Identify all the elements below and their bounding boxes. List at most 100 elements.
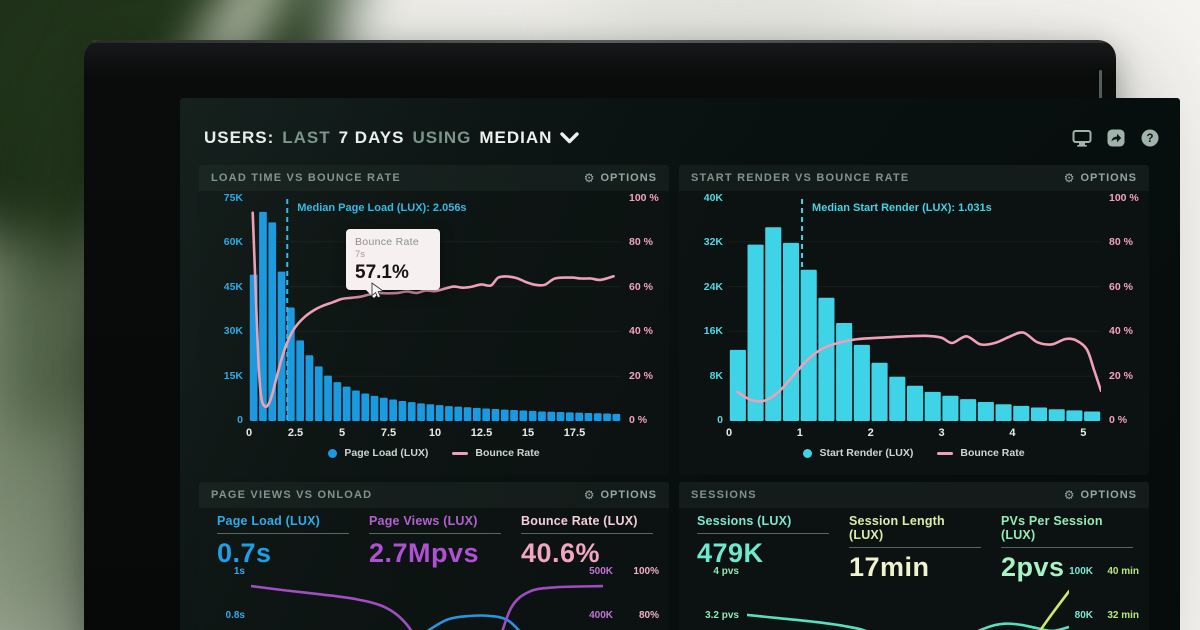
histogram-bar[interactable] <box>314 366 323 421</box>
y-axis-tick: 15K <box>223 369 243 382</box>
histogram-bar[interactable] <box>482 408 490 421</box>
histogram-bar[interactable] <box>889 376 906 421</box>
share-icon[interactable] <box>1106 129 1126 147</box>
mini-axis-tick: 80K <box>1074 610 1093 621</box>
legend-item[interactable]: Start Render (LUX) <box>803 447 913 459</box>
histogram-bar[interactable] <box>333 382 342 421</box>
filter-dropdown[interactable]: USERS: LAST 7 DAYS USING MEDIAN <box>204 128 580 148</box>
y-axis-tick: 20 % <box>629 369 653 382</box>
histogram-bar[interactable] <box>324 375 332 421</box>
histogram-bar[interactable] <box>584 412 593 421</box>
options-button[interactable]: ⚙ OPTIONS <box>584 172 657 184</box>
histogram-bar[interactable] <box>454 406 463 421</box>
histogram-bar[interactable] <box>1084 411 1101 421</box>
histogram-bar[interactable] <box>370 395 379 421</box>
histogram-bar[interactable] <box>556 412 565 421</box>
histogram-bar[interactable] <box>765 227 782 421</box>
histogram-bar[interactable] <box>380 397 388 421</box>
histogram-bar[interactable] <box>510 409 518 421</box>
legend-item[interactable]: Page Load (LUX) <box>328 447 428 459</box>
histogram-bar[interactable] <box>995 404 1012 421</box>
hover-tooltip: Bounce Rate 7s 57.1% <box>346 229 440 298</box>
histogram-bar[interactable] <box>836 323 853 421</box>
histogram-bar[interactable] <box>528 410 537 421</box>
histogram-bar[interactable] <box>500 409 509 421</box>
metric-divider <box>1001 547 1133 548</box>
options-button[interactable]: ⚙ OPTIONS <box>1064 489 1137 501</box>
mini-axis-tick: 1s <box>233 566 245 577</box>
histogram-bar[interactable] <box>463 407 472 421</box>
histogram-bar[interactable] <box>603 413 611 421</box>
metric-session-length: Session Length (LUX) 17min <box>849 514 981 583</box>
histogram-bar[interactable] <box>977 401 994 421</box>
histogram-bar[interactable] <box>352 390 360 421</box>
histogram-bar[interactable] <box>491 409 500 421</box>
histogram-bar[interactable] <box>782 242 800 421</box>
histogram-bar[interactable] <box>305 355 314 421</box>
mini-axis-tick-pair: 400K 80% <box>581 610 659 621</box>
median-annotation: Median Page Load (LUX): 2.056s <box>297 202 466 214</box>
mini-series-line <box>251 584 603 630</box>
histogram-bar[interactable] <box>547 411 556 421</box>
mini-line-chart-svg <box>747 590 1069 630</box>
histogram-bar[interactable] <box>818 297 835 421</box>
histogram-bar[interactable] <box>268 222 277 421</box>
histogram-bar[interactable] <box>800 269 817 421</box>
histogram-bar[interactable] <box>277 271 286 421</box>
panel-start-render-vs-bounce-rate: START RENDER VS BOUNCE RATE ⚙ OPTIONS 40K… <box>679 165 1149 475</box>
help-icon[interactable]: ? <box>1140 129 1160 147</box>
combo-chart-svg: Median Page Load (LUX): 2.056s <box>249 199 621 422</box>
histogram-bar[interactable] <box>445 406 453 421</box>
histogram-bar[interactable] <box>871 362 888 421</box>
histogram-bar[interactable] <box>259 211 267 421</box>
histogram-bar[interactable] <box>566 412 574 421</box>
histogram-bar[interactable] <box>426 404 435 421</box>
histogram-bar[interactable] <box>538 411 546 421</box>
histogram-bar[interactable] <box>747 244 764 421</box>
histogram-bar[interactable] <box>575 412 583 421</box>
histogram-bar[interactable] <box>389 399 397 422</box>
histogram-bar[interactable] <box>473 407 481 421</box>
histogram-bar[interactable] <box>296 340 304 421</box>
display-monitor-icon[interactable] <box>1072 129 1092 147</box>
panel-title: START RENDER VS BOUNCE RATE <box>691 172 910 184</box>
legend-item[interactable]: Bounce Rate <box>452 447 540 459</box>
bounce-rate-line <box>251 211 615 409</box>
header-title-part: USERS: <box>204 128 275 147</box>
histogram-bar[interactable] <box>361 393 370 421</box>
options-label: OPTIONS <box>600 489 657 501</box>
histogram-bar[interactable] <box>1066 410 1083 421</box>
x-axis-tick: 7.5 <box>380 427 397 439</box>
histogram-bar[interactable] <box>729 349 746 421</box>
histogram-bar[interactable] <box>853 344 870 421</box>
options-button[interactable]: ⚙ OPTIONS <box>1064 172 1137 184</box>
histogram-bar[interactable] <box>1013 405 1030 421</box>
histogram-bar[interactable] <box>924 391 941 421</box>
y-axis-left: 75K 60K 45K 30K 15K 0 <box>199 192 243 426</box>
histogram-bar[interactable] <box>417 403 425 421</box>
metric-divider <box>849 547 981 548</box>
histogram-bar[interactable] <box>1030 407 1048 421</box>
x-axis-tick: 5 <box>338 427 346 439</box>
legend-label: Start Render (LUX) <box>819 447 914 459</box>
histogram-bar[interactable] <box>398 400 407 421</box>
y-axis-tick: 80 % <box>1109 236 1133 249</box>
metric-label: Page Views (LUX) <box>369 514 478 528</box>
histogram-bar[interactable] <box>1048 409 1065 421</box>
histogram-bar[interactable] <box>612 413 621 421</box>
histogram-bar[interactable] <box>593 413 602 421</box>
histogram-bar[interactable] <box>435 405 444 421</box>
histogram-bar[interactable] <box>942 395 959 421</box>
metric-label: Page Load (LUX) <box>217 514 321 528</box>
histogram-bar[interactable] <box>960 399 977 421</box>
histogram-bar[interactable] <box>906 385 924 421</box>
y-axis-left: 40K 32K 24K 16K 8K 0 <box>679 192 723 426</box>
histogram-bar[interactable] <box>342 386 351 421</box>
histogram-bar[interactable] <box>407 402 416 421</box>
legend-item[interactable]: Bounce Rate <box>937 447 1025 459</box>
options-button[interactable]: ⚙ OPTIONS <box>584 489 657 501</box>
y-axis-tick: 0 <box>237 413 243 426</box>
x-axis-tick: 5 <box>1080 427 1087 439</box>
histogram-bar[interactable] <box>519 410 528 421</box>
